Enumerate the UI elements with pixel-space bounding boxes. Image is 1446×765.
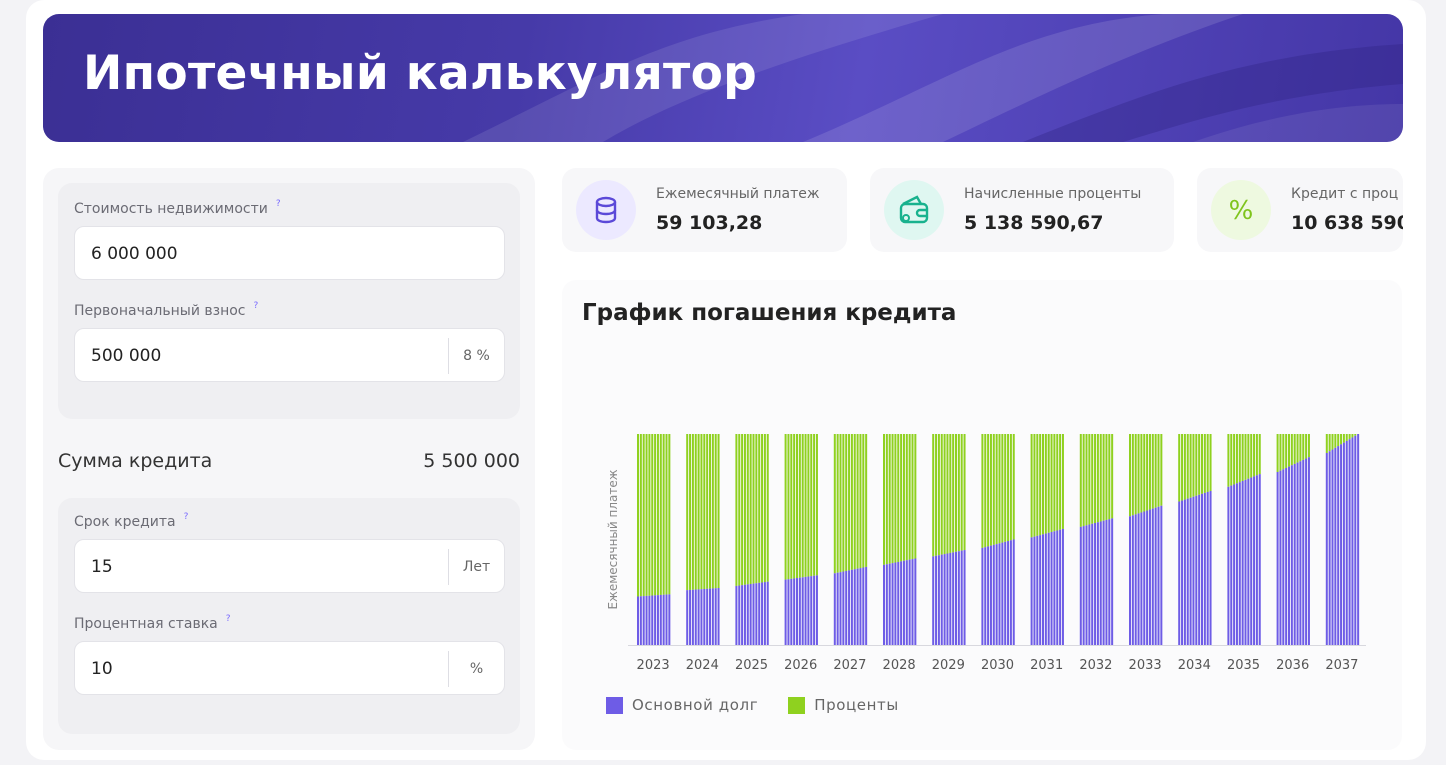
monthly-payment-value: 59 103,28	[656, 212, 763, 234]
page-title: Ипотечный калькулятор	[83, 46, 758, 101]
property-cost-label: Стоимость недвижимости?	[74, 199, 281, 217]
rate-label: Процентная ставка?	[74, 614, 231, 632]
svg-text:%: %	[1229, 196, 1254, 226]
total-credit-card: % Кредит с проц 10 638 590,	[1197, 168, 1403, 252]
help-icon[interactable]: ?	[225, 614, 231, 624]
chart-legend: Основной долг Проценты	[606, 696, 899, 714]
down-payment-value: 500 000	[91, 346, 162, 366]
interest-card: Начисленные проценты 5 138 590,67	[870, 168, 1174, 252]
chart-title: График погашения кредита	[582, 300, 957, 326]
help-icon[interactable]: ?	[253, 301, 259, 311]
loan-sum-label: Сумма кредита	[58, 450, 213, 472]
rate-input[interactable]: 10 %	[74, 641, 505, 695]
rate-unit: %	[448, 651, 504, 687]
help-icon[interactable]: ?	[183, 512, 189, 522]
loan-sum-row: Сумма кредита 5 500 000	[58, 448, 520, 478]
rate-value: 10	[91, 659, 113, 679]
total-credit-value: 10 638 590,	[1291, 212, 1403, 234]
legend-label-interest: Проценты	[814, 696, 899, 714]
legend-label-principal: Основной долг	[632, 696, 759, 714]
term-unit: Лет	[448, 549, 504, 585]
legend-item-principal: Основной долг	[606, 696, 758, 714]
help-icon[interactable]: ?	[275, 199, 281, 209]
term-label: Срок кредита?	[74, 512, 189, 530]
property-group	[58, 183, 520, 419]
interest-value: 5 138 590,67	[964, 212, 1104, 234]
term-input[interactable]: 15 Лет	[74, 539, 505, 593]
down-payment-input[interactable]: 500 000 8 %	[74, 328, 505, 382]
header-banner: Ипотечный калькулятор	[43, 14, 1403, 142]
legend-swatch-interest	[788, 696, 806, 714]
loan-sum-value: 5 500 000	[423, 450, 520, 472]
coins-icon	[576, 180, 636, 240]
down-payment-label: Первоначальный взнос?	[74, 301, 259, 319]
chart-card	[562, 280, 1402, 750]
term-value: 15	[91, 557, 113, 577]
percent-icon: %	[1211, 180, 1271, 240]
wallet-icon	[884, 180, 944, 240]
legend-item-interest: Проценты	[788, 696, 899, 714]
property-cost-input[interactable]: 6 000 000	[74, 226, 505, 280]
monthly-payment-card: Ежемесячный платеж 59 103,28	[562, 168, 847, 252]
banner-waves	[463, 14, 1403, 142]
property-cost-value: 6 000 000	[91, 244, 178, 264]
legend-swatch-principal	[606, 696, 623, 714]
monthly-payment-title: Ежемесячный платеж	[656, 186, 820, 202]
down-payment-percent: 8 %	[448, 338, 504, 374]
total-credit-title: Кредит с проц	[1291, 186, 1399, 202]
interest-title: Начисленные проценты	[964, 186, 1142, 202]
